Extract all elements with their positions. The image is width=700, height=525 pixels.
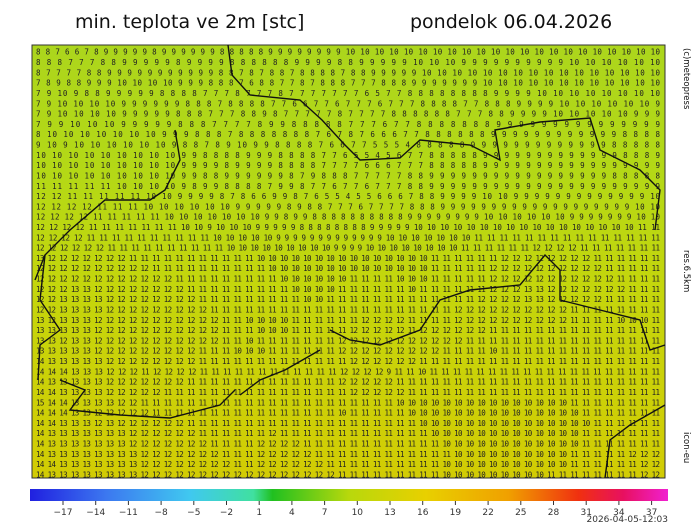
grid-row: 8 7 7 7 7 8 8 9 9 9 9 9 9 9 9 9 9 9 8 8 … bbox=[36, 68, 660, 77]
copyright: (c)meteopress bbox=[681, 48, 691, 110]
grid-row: 10 10 10 10 10 10 10 10 10 9 9 9 9 8 9 9… bbox=[36, 161, 660, 170]
grid-row: 12 12 13 13 13 13 12 12 12 12 12 12 12 1… bbox=[36, 295, 660, 304]
grid-row: 14 13 13 13 13 13 13 13 13 12 12 12 12 1… bbox=[36, 470, 660, 479]
colorbar-label: 28 bbox=[548, 508, 560, 518]
colorbar-label: −17 bbox=[54, 508, 73, 518]
colorbar-label: 19 bbox=[450, 508, 462, 518]
grid-row: 7 9 10 9 8 8 9 9 9 9 9 8 8 8 8 7 7 7 8 7… bbox=[36, 89, 660, 98]
colorbar-label: −8 bbox=[154, 508, 168, 518]
map-area bbox=[31, 44, 666, 479]
grid-row: 14 13 13 13 13 13 12 12 12 12 12 12 12 1… bbox=[36, 357, 660, 366]
grid-row: 12 12 12 12 12 12 12 12 12 12 11 11 11 1… bbox=[36, 264, 660, 273]
grid-row: 7 9 9 10 10 10 9 9 9 9 9 8 8 8 7 7 7 7 8… bbox=[36, 120, 660, 129]
grid-row: 9 10 9 10 10 10 10 10 10 9 8 8 7 8 9 10 … bbox=[36, 141, 660, 150]
colorbar-label: −11 bbox=[119, 508, 138, 518]
grid-row: 11 11 11 11 11 10 10 10 10 9 8 9 9 8 8 8… bbox=[36, 182, 660, 191]
grid-row: 12 12 12 12 12 12 12 12 12 12 12 12 11 1… bbox=[36, 275, 660, 284]
borders bbox=[34, 44, 666, 479]
grid-row: 13 12 13 13 13 12 12 12 12 12 12 12 12 1… bbox=[36, 316, 660, 325]
colorbar-label: 10 bbox=[352, 508, 364, 518]
grid-row: 12 12 11 11 11 11 11 10 10 9 9 9 9 8 7 8… bbox=[36, 192, 660, 201]
grid-row: 7 9 10 10 10 10 9 9 9 9 9 8 8 8 7 7 7 8 … bbox=[36, 110, 660, 119]
colorbar-label: −5 bbox=[187, 508, 200, 518]
grid-row: 13 13 13 13 13 12 12 12 12 12 12 12 12 1… bbox=[36, 347, 660, 356]
grid-row: 12 12 12 12 12 12 11 11 11 11 11 11 11 1… bbox=[36, 244, 660, 253]
grid-row: 14 14 13 13 13 13 12 12 12 12 12 11 11 1… bbox=[36, 388, 660, 397]
grid-row: 14 14 14 13 13 13 12 12 12 11 12 12 12 1… bbox=[36, 367, 660, 376]
grid-row: 14 13 13 13 13 13 13 13 13 12 12 12 12 1… bbox=[36, 450, 660, 459]
colorbar-label: −14 bbox=[86, 508, 105, 518]
timestamp: 2026-04-05-12:03 bbox=[587, 515, 669, 525]
grid-row: 13 12 12 12 12 12 12 12 11 11 11 11 11 1… bbox=[36, 254, 660, 263]
colorbar-label: 37 bbox=[646, 508, 657, 518]
colorbar-label: 34 bbox=[613, 508, 625, 518]
model: icon-eu bbox=[681, 432, 691, 463]
grid-row: 14 14 13 13 13 12 13 12 12 12 12 12 12 1… bbox=[36, 419, 660, 428]
colorbar-label: 13 bbox=[384, 508, 395, 518]
grid-row: 12 12 12 13 13 12 12 12 12 12 12 12 12 1… bbox=[36, 285, 660, 294]
colorbar-label: 7 bbox=[322, 508, 328, 518]
grid-row: 14 13 13 13 13 13 12 12 12 12 12 12 12 1… bbox=[36, 378, 660, 387]
grid-row: 14 14 14 13 13 12 12 12 12 12 11 11 11 1… bbox=[36, 409, 660, 418]
colorbar bbox=[30, 489, 668, 501]
grid-row: 13 13 13 13 13 12 12 12 12 12 12 12 12 1… bbox=[36, 326, 660, 335]
grid-row: 12 12 12 12 11 11 11 11 11 10 10 10 10 1… bbox=[36, 213, 660, 222]
grid-row: 15 14 14 13 13 13 13 12 12 11 11 11 11 1… bbox=[36, 398, 660, 407]
grid-row: 8 10 10 10 10 10 10 10 9 9 9 8 8 8 7 8 8… bbox=[36, 130, 660, 139]
grid-row: 10 10 10 10 10 10 10 10 10 9 9 8 8 8 8 9… bbox=[36, 151, 660, 160]
colorbar-label: −2 bbox=[220, 508, 233, 518]
grid-row: 14 14 13 13 13 13 13 13 13 12 12 12 12 1… bbox=[36, 460, 660, 469]
grid-row: 12 12 12 12 11 11 11 10 10 10 10 10 10 9… bbox=[36, 202, 660, 211]
grid-row: 12 12 13 13 13 13 12 12 12 12 12 12 12 1… bbox=[36, 305, 660, 314]
date: pondelok 06.04.2026 bbox=[410, 11, 612, 33]
colorbar-label: 22 bbox=[482, 508, 493, 518]
grid-row: 12 12 12 12 11 11 11 11 11 11 11 10 10 9… bbox=[36, 223, 660, 232]
grid-row: 7 8 9 8 8 9 9 9 10 10 10 10 9 9 9 8 8 8 … bbox=[36, 79, 660, 88]
grid-row: 8 8 7 6 6 7 8 9 9 9 9 9 8 9 9 9 9 9 9 8 … bbox=[36, 48, 660, 57]
grid-row: 12 12 12 12 11 11 11 11 11 11 11 11 11 1… bbox=[36, 233, 660, 242]
title: min. teplota ve 2m [stc] bbox=[75, 11, 304, 33]
resolution: res.6.5km bbox=[681, 250, 691, 292]
grid-row: 7 9 10 10 10 10 9 9 9 9 9 9 8 8 8 7 8 8 … bbox=[36, 99, 660, 108]
grid-row: 14 13 13 13 13 13 13 13 12 12 12 12 12 1… bbox=[36, 439, 660, 448]
colorbar-label: 16 bbox=[417, 508, 429, 518]
grid-row: 10 10 10 10 10 10 10 10 10 9 9 8 8 9 9 9… bbox=[36, 171, 660, 180]
colorbar-label: 1 bbox=[256, 508, 262, 518]
colorbar-label: 31 bbox=[580, 508, 591, 518]
grid-row: 13 13 12 13 13 12 12 12 12 12 12 12 12 1… bbox=[36, 336, 660, 345]
grid-row: 14 13 13 13 13 13 13 13 12 12 12 12 12 1… bbox=[36, 429, 660, 438]
colorbar-label: 25 bbox=[515, 508, 526, 518]
grid-row: 8 8 8 7 7 7 8 8 9 9 9 9 9 8 9 9 9 9 8 8 … bbox=[36, 58, 660, 67]
colorbar-label: 4 bbox=[289, 508, 295, 518]
